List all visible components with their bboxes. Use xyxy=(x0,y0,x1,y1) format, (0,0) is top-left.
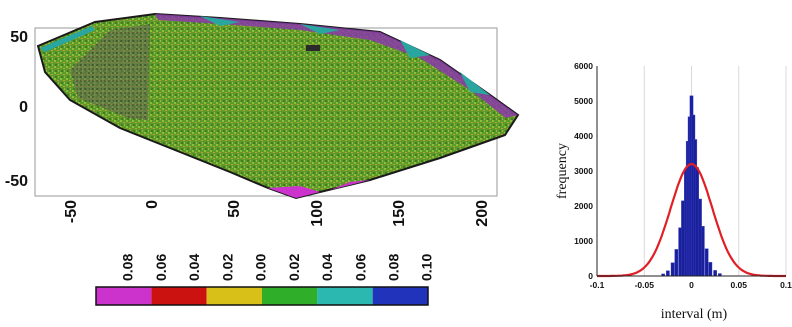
hist-y-tick: 1000 xyxy=(574,236,593,246)
histogram-bar xyxy=(666,270,670,277)
hist-x-label: interval (m) xyxy=(661,307,728,322)
histogram-bar xyxy=(704,248,709,277)
map-x-tick: 100 xyxy=(309,200,326,227)
map-y-tick: 0 xyxy=(19,99,28,116)
colorbar-label: 0.06 xyxy=(153,254,169,281)
colorbar-label: 0.08 xyxy=(385,254,401,281)
colorbar-segment xyxy=(206,287,262,305)
surface-map xyxy=(36,12,520,200)
hist-y-tick: 3000 xyxy=(574,166,593,176)
map-x-tick: 50 xyxy=(226,200,243,218)
colorbar-label: 0.08 xyxy=(120,254,136,281)
map-x-axis: -50 0 50 100 150 200 xyxy=(63,200,491,227)
colorbar-labels: 0.08 0.06 0.04 0.02 0.00 0.02 0.04 0.06 0.08 0.10 xyxy=(120,254,435,281)
map-y-tick: -50 xyxy=(5,173,28,190)
hist-y-ticks: 0 1000 2000 3000 4000 5000 6000 xyxy=(574,61,593,281)
hist-x-tick: -0.05 xyxy=(635,280,655,290)
hist-x-tick: 0 xyxy=(689,280,694,290)
hist-y-tick: 5000 xyxy=(574,96,593,106)
histogram: 0 1000 2000 3000 4000 5000 6000 -0.1 -0.05 0 0.05… xyxy=(555,61,792,322)
histogram-bar xyxy=(708,262,713,277)
colorbar-segment xyxy=(262,287,318,305)
histogram-bar xyxy=(713,270,717,277)
fit-curve xyxy=(597,162,786,278)
histogram-bars xyxy=(661,95,722,277)
map-y-tick: 50 xyxy=(10,29,28,46)
colorbar-label: 0.04 xyxy=(319,254,335,281)
colorbar-label: 0.04 xyxy=(186,254,202,281)
hist-x-tick: -0.1 xyxy=(590,280,605,290)
map-x-tick: 0 xyxy=(144,200,161,209)
hist-x-ticks: -0.1 -0.05 0 0.05 0.1 xyxy=(590,280,792,290)
hist-x-tick: 0.1 xyxy=(780,280,792,290)
colorbar-segment xyxy=(317,287,373,305)
histogram-bar xyxy=(674,249,679,277)
hist-x-tick: 0.05 xyxy=(730,280,747,290)
hist-y-tick: 2000 xyxy=(574,201,593,211)
map-y-axis: 50 0 -50 xyxy=(5,29,28,190)
colorbar-label: 0.02 xyxy=(286,254,302,281)
colorbar-segment xyxy=(151,287,207,305)
hist-y-tick: 4000 xyxy=(574,131,593,141)
histogram-bar xyxy=(670,262,675,277)
colorbar-label: 0.02 xyxy=(219,254,235,281)
colorbar-segment xyxy=(372,287,428,305)
map-x-tick: -50 xyxy=(63,200,80,223)
colorbar-segment xyxy=(96,287,152,305)
colorbar-label: 0.06 xyxy=(352,254,368,281)
map-x-tick: 150 xyxy=(391,200,408,227)
map-x-tick: 200 xyxy=(474,200,491,227)
hist-y-tick: 6000 xyxy=(574,61,593,71)
colorbar-label: 0.10 xyxy=(419,254,435,281)
histogram-bar xyxy=(701,226,705,277)
colorbar-frame xyxy=(95,286,429,306)
colorbar xyxy=(95,286,429,306)
colorbar-label: 0.00 xyxy=(253,254,269,281)
hist-y-tick: 0 xyxy=(588,271,593,281)
hist-y-label: frequency xyxy=(555,143,570,199)
